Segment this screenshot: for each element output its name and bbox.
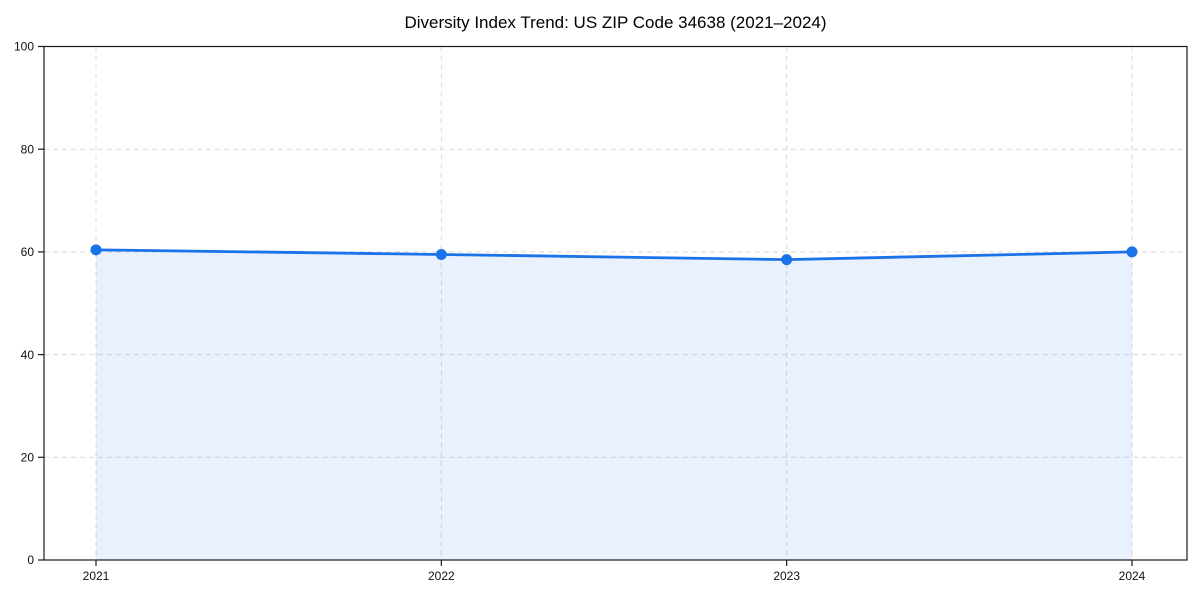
y-tick-label: 60 bbox=[21, 245, 35, 259]
grid-layer bbox=[44, 46, 1187, 560]
plot-border bbox=[43, 45, 1188, 561]
data-point bbox=[781, 254, 793, 266]
chart-title: Diversity Index Trend: US ZIP Code 34638… bbox=[404, 13, 826, 32]
data-layer bbox=[90, 244, 1138, 560]
data-point bbox=[90, 244, 102, 256]
y-tick-label: 40 bbox=[21, 348, 35, 362]
y-tick-label: 100 bbox=[14, 40, 34, 54]
data-point bbox=[1126, 246, 1138, 258]
area-fill bbox=[96, 249, 1132, 560]
y-tick-label: 0 bbox=[27, 553, 34, 567]
y-tick-label: 20 bbox=[21, 451, 35, 465]
x-tick-label: 2023 bbox=[773, 569, 800, 583]
y-tick-label: 80 bbox=[21, 142, 35, 156]
x-tick-label: 2022 bbox=[428, 569, 455, 583]
trend-line bbox=[94, 248, 1134, 262]
x-tick-label: 2021 bbox=[83, 569, 110, 583]
data-point bbox=[435, 248, 447, 260]
axis-layer: 0 20 40 60 80 100 2021 2022 2023 2024 bbox=[14, 40, 1146, 583]
x-tick-label: 2024 bbox=[1119, 569, 1146, 583]
frame-layer bbox=[43, 45, 1188, 561]
